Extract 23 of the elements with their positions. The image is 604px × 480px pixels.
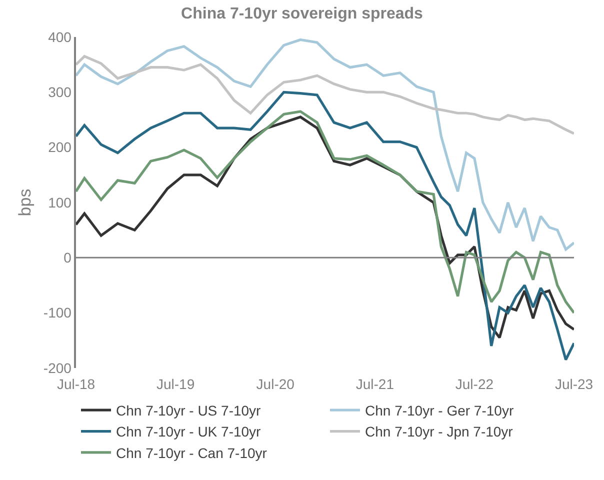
- line-series: [76, 55, 574, 135]
- legend-label: Chn 7-10yr - Ger 7-10yr: [365, 402, 514, 419]
- y-axis-title: bps: [15, 188, 34, 216]
- y-tick-label: 0: [64, 250, 72, 266]
- x-tick-label: Jul-21: [356, 376, 394, 392]
- legend-label: Chn 7-10yr - UK 7-10yr: [116, 424, 262, 440]
- y-tick-label: 300: [48, 84, 72, 100]
- legend-label: Chn 7-10yr - US 7-10yr: [116, 402, 262, 419]
- line-series: [76, 38, 574, 251]
- x-tick-label: Jul-18: [56, 376, 96, 392]
- line-series: [76, 90, 574, 362]
- y-tick-label: -100: [43, 304, 72, 321]
- y-tick-label: 200: [48, 139, 72, 156]
- x-tick-label: Jul-23: [554, 376, 594, 392]
- y-tick-label: 100: [48, 194, 72, 210]
- x-tick-label: Jul-20: [256, 376, 295, 392]
- y-tick-label: 400: [48, 28, 72, 45]
- legend-label: Chn 7-10yr - Can 7-10yr: [116, 444, 268, 461]
- x-tick-label: Jul-19: [156, 376, 195, 392]
- y-tick-label: -200: [43, 360, 72, 376]
- legend-label: Chn 7-10yr - Jpn 7-10yr: [365, 424, 514, 440]
- x-tick-label: Jul-22: [455, 376, 494, 392]
- chart-title: China 7-10yr sovereign spreads: [181, 5, 424, 22]
